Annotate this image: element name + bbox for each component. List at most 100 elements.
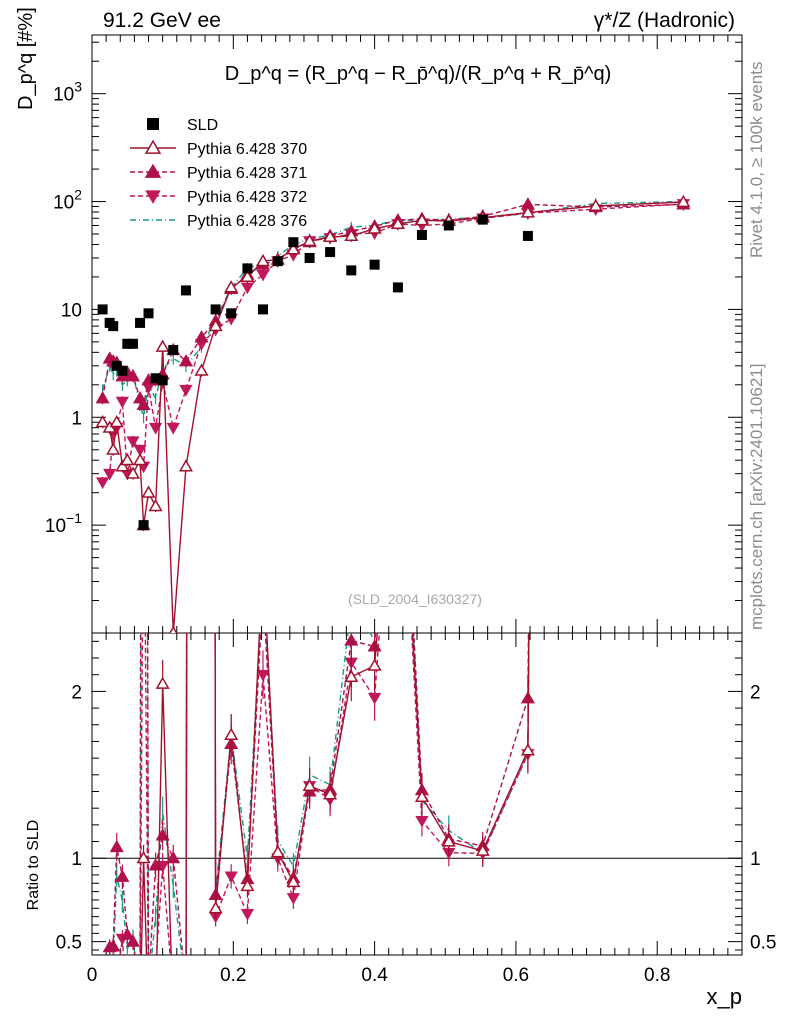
data-point <box>415 815 429 828</box>
legend-item-0: SLD <box>147 117 218 134</box>
y-tick-label-main: 102 <box>53 187 82 214</box>
y-tick-label-ratio-right: 1 <box>750 849 761 870</box>
data-point <box>108 321 119 332</box>
y-tick-label-main: 103 <box>53 79 82 106</box>
series-line <box>102 201 684 633</box>
x-tick-label: 0.6 <box>503 965 529 986</box>
x-tick-label: 0.8 <box>644 965 670 986</box>
data-point <box>155 339 170 352</box>
data-point <box>240 282 255 295</box>
data-point <box>109 414 124 428</box>
data-point <box>107 1007 119 1017</box>
data-point <box>115 396 129 409</box>
data-point <box>367 692 382 705</box>
data-point <box>197 645 207 655</box>
legend-item-4: Pythia 6.428 376 <box>130 213 307 230</box>
data-point <box>109 839 124 853</box>
analysis-watermark: (SLD_2004_I630327) <box>348 591 482 607</box>
data-point <box>414 789 429 803</box>
data-point <box>520 205 535 218</box>
data-point <box>392 373 404 383</box>
data-point <box>367 221 382 234</box>
data-point <box>135 317 146 328</box>
data-point <box>127 1000 138 1010</box>
data-point <box>120 452 135 466</box>
data-point <box>141 485 156 498</box>
data-point <box>323 229 338 242</box>
data-point <box>344 633 359 646</box>
data-point <box>257 586 269 596</box>
data-point <box>150 1008 162 1018</box>
data-point <box>256 669 270 682</box>
y-tick-label-ratio: 1 <box>71 849 82 870</box>
rivet-version-label: Rivet 4.1.0, ≥ 100k events <box>747 62 766 258</box>
data-point <box>97 994 109 1004</box>
data-point <box>125 934 141 947</box>
data-point <box>104 1002 116 1012</box>
data-point <box>240 909 255 921</box>
data-point <box>134 1010 146 1020</box>
data-point <box>179 384 193 397</box>
data-point <box>208 901 223 914</box>
data-point <box>115 869 130 882</box>
legend-label: SLD <box>187 117 218 134</box>
legend-label: Pythia 6.428 372 <box>187 189 307 206</box>
y-axis-label-ratio: Ratio to SLD <box>25 820 42 911</box>
data-point <box>125 369 141 382</box>
data-point <box>678 645 688 655</box>
data-point <box>168 345 179 356</box>
data-point <box>136 850 151 864</box>
series-line <box>101 203 684 408</box>
data-point <box>242 263 253 274</box>
data-point <box>111 969 123 979</box>
data-point <box>148 498 163 512</box>
data-point <box>111 360 122 371</box>
data-point <box>180 1001 192 1011</box>
y-tick-label-ratio: 2 <box>71 682 82 703</box>
data-point <box>157 375 168 386</box>
data-point <box>127 338 138 349</box>
data-point <box>178 354 194 367</box>
data-point <box>143 1016 155 1024</box>
data-point <box>133 452 148 466</box>
data-point <box>390 216 405 230</box>
data-point <box>588 198 603 212</box>
data-point <box>325 247 336 258</box>
data-point <box>169 625 178 633</box>
data-point <box>138 520 149 531</box>
data-point <box>143 986 155 996</box>
data-point <box>240 269 255 283</box>
series-0-main <box>97 214 688 655</box>
data-point <box>122 1005 133 1015</box>
data-point <box>134 986 146 996</box>
legend-item-2: Pythia 6.428 371 <box>130 163 307 182</box>
y-tick-label-main: 10 <box>61 300 82 321</box>
series-3-main <box>95 198 690 489</box>
data-point <box>475 843 490 856</box>
y-tick-label-ratio-right: 2 <box>750 682 761 703</box>
data-point <box>286 893 300 905</box>
data-point <box>166 850 181 864</box>
data-point <box>224 727 239 740</box>
data-point <box>591 645 601 655</box>
data-point <box>147 118 159 130</box>
data-point <box>392 374 404 384</box>
data-point <box>302 778 317 791</box>
x-axis-label: x_p <box>707 984 742 1009</box>
y-tick-label-ratio-right: 0.5 <box>750 933 776 954</box>
data-point <box>367 658 382 671</box>
data-point <box>257 552 269 562</box>
data-point <box>286 242 301 255</box>
legend-label: Pythia 6.428 371 <box>187 165 307 182</box>
data-point <box>344 228 359 241</box>
legend: SLD Pythia 6.428 370 Pythia 6.428 371 Pythi… <box>130 117 307 230</box>
data-point <box>143 308 154 319</box>
data-point <box>392 321 404 331</box>
data-point <box>120 927 135 940</box>
data-point <box>323 787 338 800</box>
data-point <box>194 330 209 343</box>
data-point <box>133 444 147 457</box>
data-point <box>106 442 121 455</box>
data-point <box>270 845 285 858</box>
